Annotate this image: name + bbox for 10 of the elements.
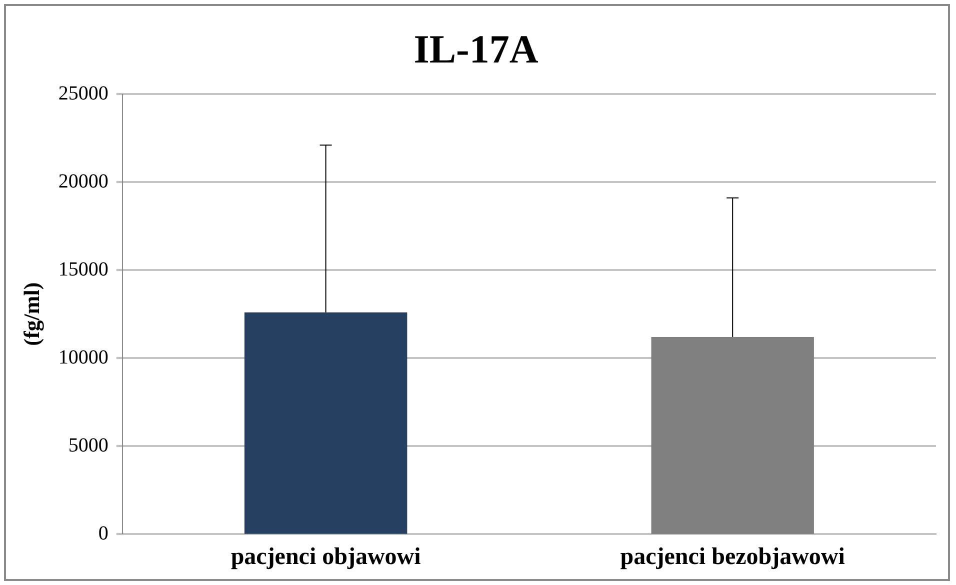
- y-axis-title: (fg/ml): [18, 282, 44, 346]
- y-tick-label: 5000: [68, 434, 108, 456]
- x-tick-label: pacjenci objawowi: [230, 544, 422, 570]
- y-tick-label: 25000: [58, 82, 108, 104]
- x-tick-label: pacjenci bezobjawowi: [620, 544, 846, 570]
- y-tick-label: 10000: [58, 346, 108, 368]
- y-tick-label: 20000: [58, 170, 108, 192]
- y-tick-label: 15000: [58, 258, 108, 280]
- chart-title: IL-17A: [414, 26, 538, 72]
- y-tick-label: 0: [98, 522, 108, 544]
